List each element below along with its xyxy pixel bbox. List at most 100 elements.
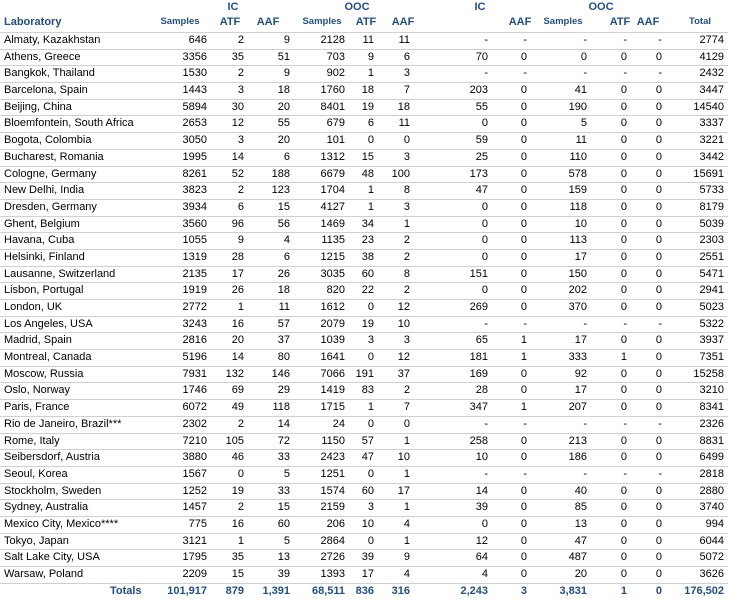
cell: 0 — [520, 100, 527, 113]
cell: 2774 — [699, 34, 724, 46]
cell: 0 — [520, 150, 527, 163]
cell: - — [658, 417, 662, 430]
cell: 3,831 — [559, 585, 587, 598]
cell: 0 — [655, 200, 662, 213]
cell: 2864 — [320, 534, 345, 547]
cell: 0 — [655, 367, 662, 380]
group-label: OOC — [588, 1, 614, 13]
cell: 39 — [475, 501, 488, 514]
cell: 0 — [237, 467, 244, 480]
cell: 2303 — [699, 234, 724, 247]
cell: 11 — [362, 34, 374, 46]
lab-name: Madrid, Spain — [4, 334, 72, 347]
cell: 3560 — [182, 217, 207, 230]
cell: 0 — [655, 117, 662, 130]
lab-name: Moscow, Russia — [4, 367, 84, 380]
cell: 6044 — [699, 534, 724, 547]
cell: 0 — [655, 334, 662, 347]
cell: 110 — [569, 150, 587, 163]
cell: 22 — [361, 284, 374, 297]
cell: 39 — [277, 568, 290, 581]
cell: 2726 — [320, 551, 345, 564]
cell: 35 — [231, 551, 244, 564]
cell: 10 — [397, 451, 410, 464]
cell: 3243 — [182, 317, 207, 330]
cell: 8179 — [699, 200, 724, 213]
cell: 19 — [231, 484, 244, 497]
cell: 2432 — [699, 67, 724, 80]
cell: 3121 — [182, 534, 207, 547]
cell: 1 — [520, 401, 527, 414]
cell: 12 — [231, 117, 244, 130]
cell: 0 — [620, 84, 627, 97]
cell: 7 — [403, 401, 410, 414]
lab-name: Bloemfontein, South Africa — [4, 117, 134, 130]
cell: 1 — [403, 501, 410, 514]
cell: 0 — [620, 100, 627, 113]
row-divider — [0, 399, 728, 401]
cell: 0 — [655, 585, 662, 598]
cell: 2816 — [182, 334, 207, 347]
cell: 6499 — [699, 451, 724, 464]
cell: - — [658, 317, 662, 330]
cell: 0 — [520, 134, 527, 147]
cell: 2 — [403, 384, 410, 397]
cell: 70 — [475, 50, 488, 63]
cell: 2880 — [699, 484, 724, 497]
cell: 3035 — [320, 267, 345, 280]
cell: 0 — [655, 250, 662, 263]
cell: 0 — [620, 234, 627, 247]
cell: 37 — [277, 334, 290, 347]
cell: 72 — [277, 434, 290, 447]
lab-name: Lausanne, Switzerland — [4, 267, 116, 280]
row-divider — [0, 449, 728, 451]
cell: 7066 — [320, 367, 345, 380]
cell: 28 — [475, 384, 488, 397]
cell: 0 — [620, 367, 627, 380]
cell: 26 — [231, 284, 244, 297]
cell: 28 — [231, 250, 244, 263]
cell: 34 — [361, 217, 374, 230]
cell: 0 — [655, 534, 662, 547]
cell: 0 — [520, 518, 527, 530]
row-divider — [0, 115, 728, 117]
row-divider — [0, 165, 728, 167]
cell: 15691 — [693, 167, 724, 180]
cell: 101 — [326, 134, 345, 147]
cell: 0 — [403, 134, 410, 147]
cell: 0 — [520, 117, 527, 130]
cell: 2 — [403, 234, 410, 247]
cell: 18 — [277, 84, 290, 97]
column-header: ATF — [355, 16, 377, 28]
cell: 0 — [655, 217, 662, 230]
cell: 0 — [620, 250, 627, 263]
cell: 17 — [231, 267, 244, 280]
cell: 0 — [655, 518, 662, 530]
cell: 2818 — [699, 467, 724, 480]
lab-name: Athens, Greece — [4, 50, 81, 63]
row-divider — [0, 299, 728, 301]
cell: 5471 — [699, 267, 724, 280]
cell: 6679 — [320, 167, 345, 180]
cell: 0 — [520, 301, 527, 314]
cell: - — [583, 34, 587, 46]
cell: 17 — [574, 384, 587, 397]
cell: 1469 — [320, 217, 345, 230]
cell: 2 — [237, 34, 244, 46]
row-divider — [0, 148, 728, 150]
row-divider — [0, 332, 728, 334]
cell: 1457 — [182, 501, 207, 514]
cell: 9 — [367, 50, 374, 63]
cell: 15 — [277, 200, 290, 213]
cell: 316 — [391, 585, 410, 598]
cell: 20 — [277, 100, 290, 113]
cell: 2,243 — [460, 585, 488, 598]
cell: 1 — [367, 67, 374, 80]
cell: 151 — [469, 267, 488, 280]
cell: 1055 — [182, 234, 207, 247]
cell: 1 — [403, 534, 410, 547]
row-divider — [0, 516, 728, 517]
cell: 132 — [225, 367, 244, 380]
cell: 0 — [655, 184, 662, 197]
cell: 0 — [655, 568, 662, 581]
